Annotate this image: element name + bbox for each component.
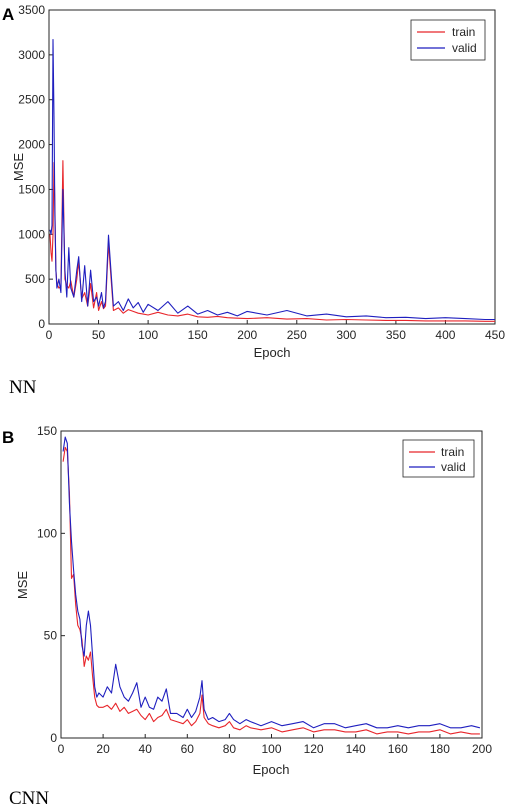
plot-a-ylabel: MSE — [11, 153, 26, 182]
plot-a-ticks: 0 50 100 150 200 250 300 350 400 450 0 500 1000 1500 2… — [18, 3, 505, 342]
plot-b-legend-train: train — [441, 445, 464, 459]
ytick-label: 3000 — [18, 48, 45, 62]
panel-b-letter: B — [2, 428, 14, 447]
xtick-label: 20 — [96, 742, 110, 756]
series-line-train — [62, 446, 480, 735]
plot-a-xlabel: Epoch — [254, 345, 291, 360]
xtick-label: 0 — [46, 328, 53, 342]
xtick-label: 100 — [261, 742, 281, 756]
plot-b-ylabel: MSE — [15, 571, 30, 600]
plot-b-lines — [62, 436, 481, 735]
xtick-label: 400 — [435, 328, 455, 342]
xtick-label: 120 — [304, 742, 324, 756]
plot-b-legend-valid: valid — [441, 460, 466, 474]
ytick-label: 150 — [37, 424, 57, 438]
ytick-label: 500 — [25, 272, 45, 286]
series-line-valid — [62, 436, 481, 729]
xtick-label: 0 — [58, 742, 65, 756]
plot-a-frame — [48, 9, 496, 325]
plot-b-legend-box — [402, 439, 475, 478]
xtick-label: 300 — [336, 328, 356, 342]
plot-a-legend-train: train — [452, 25, 475, 39]
ytick-label: 3500 — [18, 3, 45, 17]
ytick-label: 0 — [50, 731, 57, 745]
xtick-label: 100 — [138, 328, 158, 342]
xtick-label: 80 — [223, 742, 237, 756]
plot-b-xlabel: Epoch — [253, 762, 290, 777]
panel-a: A 0 50 100 150 200 250 300 350 400 450 0 500 1000 150… — [2, 3, 505, 398]
series-line-valid — [49, 39, 495, 321]
plot-a-legend: train valid — [410, 19, 486, 61]
ytick-label: 2000 — [18, 138, 45, 152]
xtick-label: 140 — [346, 742, 366, 756]
ytick-label: 2500 — [18, 93, 45, 107]
xtick-label: 50 — [92, 328, 106, 342]
xtick-label: 40 — [139, 742, 153, 756]
ytick-label: 1000 — [18, 227, 45, 241]
plot-b-ticks: 0 20 40 60 80 100 120 140 160 180 200 0 50 100 150 — [37, 424, 492, 756]
panel-a-caption: NN — [9, 377, 37, 398]
xtick-label: 60 — [181, 742, 195, 756]
xtick-label: 200 — [472, 742, 492, 756]
panel-b: B 0 20 40 60 80 100 120 140 160 180 200 0 50 100 150 E… — [2, 424, 492, 808]
xtick-label: 200 — [237, 328, 257, 342]
ytick-label: 1500 — [18, 182, 45, 196]
series-line-train — [49, 160, 495, 322]
plot-a-legend-valid: valid — [452, 41, 477, 55]
xtick-label: 450 — [485, 328, 505, 342]
ytick-label: 50 — [44, 629, 58, 643]
ytick-label: 100 — [37, 526, 57, 540]
plot-a-legend-box — [410, 19, 486, 61]
xtick-label: 150 — [188, 328, 208, 342]
xtick-label: 160 — [388, 742, 408, 756]
plot-b-legend: train valid — [402, 439, 475, 478]
ytick-label: 0 — [38, 317, 45, 331]
xtick-label: 250 — [287, 328, 307, 342]
panel-b-caption: CNN — [9, 788, 49, 808]
plot-a-lines — [49, 39, 495, 322]
panel-a-letter: A — [2, 5, 14, 24]
xtick-label: 350 — [386, 328, 406, 342]
xtick-label: 180 — [430, 742, 450, 756]
